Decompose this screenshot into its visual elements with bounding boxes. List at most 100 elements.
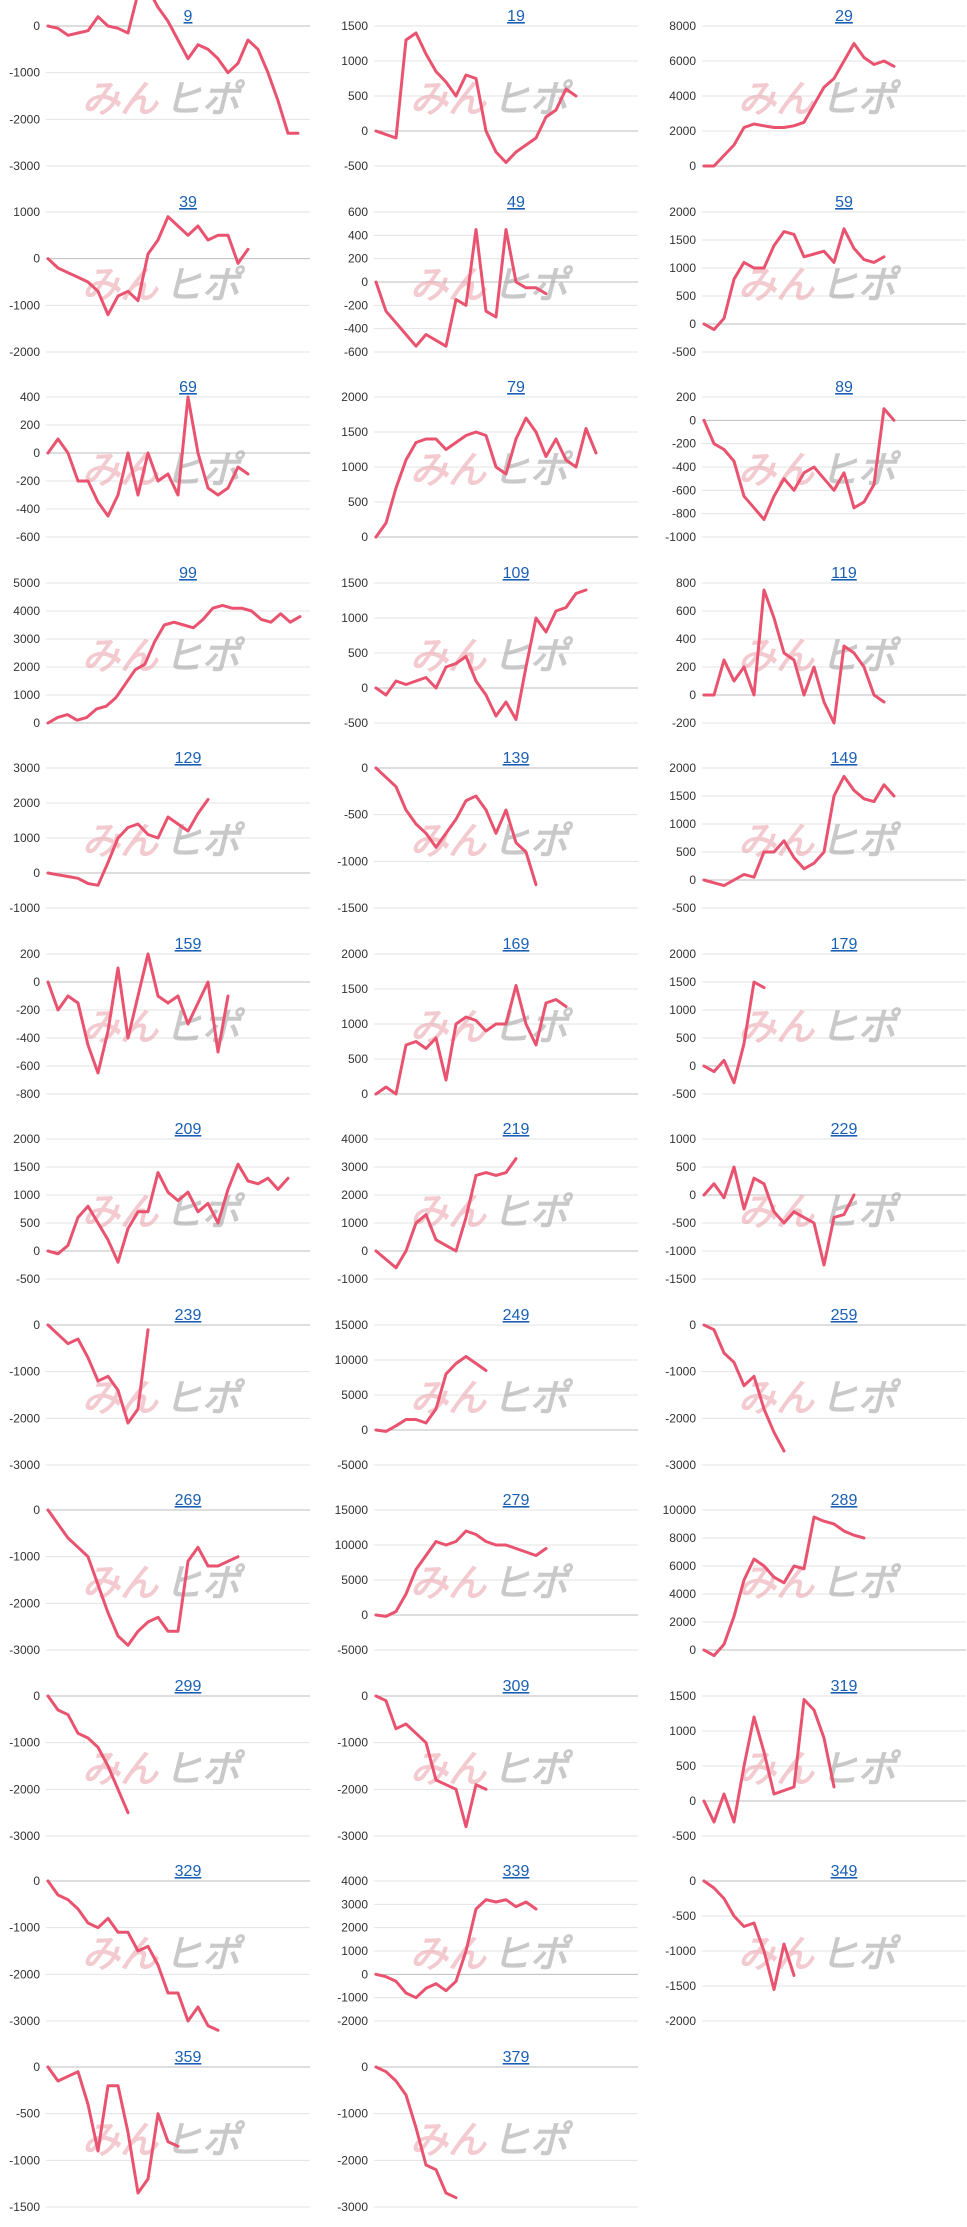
- y-tick-label: 0: [689, 1874, 696, 1888]
- y-tick-label: 0: [361, 681, 368, 695]
- y-tick-label: -1000: [665, 1944, 696, 1958]
- chart-title-link[interactable]: 129: [175, 750, 202, 767]
- y-tick-label: 1000: [669, 817, 696, 831]
- y-tick-label: 500: [348, 646, 368, 660]
- y-tick-label: 5000: [13, 576, 40, 590]
- y-tick-label: 200: [676, 390, 696, 404]
- y-tick-label: 200: [348, 251, 368, 265]
- chart-title-link[interactable]: 39: [179, 194, 197, 211]
- chart-title-link[interactable]: 319: [831, 1678, 858, 1695]
- y-tick-label: 0: [33, 446, 40, 460]
- y-tick-label: 500: [676, 1031, 696, 1045]
- y-tick-label: 500: [676, 845, 696, 859]
- y-tick-label: 6000: [669, 54, 696, 68]
- chart-title-link[interactable]: 249: [503, 1307, 530, 1324]
- y-tick-label: 0: [689, 688, 696, 702]
- y-tick-label: -1500: [337, 901, 368, 915]
- chart-title-link[interactable]: 139: [503, 750, 530, 767]
- chart-title-link[interactable]: 99: [179, 565, 197, 582]
- y-tick-label: 2000: [341, 1921, 368, 1935]
- watermark-logo: みん: [82, 265, 159, 307]
- series-line: [374, 1157, 518, 1270]
- line-chart: 159 200 0 -200 -400 -600 -800 みん ヒポ: [16, 936, 310, 1101]
- series-line: [702, 980, 766, 1084]
- chart-title-link[interactable]: 29: [835, 8, 853, 25]
- chart-title-link[interactable]: 59: [835, 194, 853, 211]
- chart-title-link[interactable]: 289: [831, 1492, 858, 1509]
- y-tick-label: -5000: [337, 1458, 368, 1472]
- chart-panel-169: 169 2000 1500 1000 500 0 みん ヒポ: [328, 928, 650, 1113]
- chart-title-link[interactable]: 339: [503, 1863, 530, 1880]
- chart-title-link[interactable]: 229: [831, 1121, 858, 1138]
- chart-title-link[interactable]: 299: [175, 1678, 202, 1695]
- chart-panel-139: 139 0 -500 -1000 -1500 みん ヒポ: [328, 742, 650, 927]
- chart-title-link[interactable]: 89: [835, 379, 853, 396]
- chart-panel-259: 259 0 -1000 -2000 -3000 みん ヒポ: [656, 1299, 967, 1484]
- y-tick-label: -5000: [337, 1643, 368, 1657]
- y-tick-label: -1000: [9, 1550, 40, 1564]
- chart-title-link[interactable]: 159: [175, 936, 202, 953]
- y-tick-label: -1500: [665, 1979, 696, 1993]
- y-tick-label: -500: [672, 901, 696, 915]
- chart-title-link[interactable]: 219: [503, 1121, 530, 1138]
- y-tick-label: -500: [16, 1272, 40, 1286]
- watermark-logo: ヒポ: [164, 1749, 246, 1791]
- y-tick-label: 0: [361, 530, 368, 544]
- chart-title-link[interactable]: 9: [184, 8, 193, 25]
- chart-title-link[interactable]: 79: [507, 379, 525, 396]
- y-tick-label: 1500: [13, 1160, 40, 1174]
- chart-title-link[interactable]: 69: [179, 379, 197, 396]
- watermark-logo: ヒポ: [492, 636, 574, 678]
- y-tick-label: 4000: [13, 604, 40, 618]
- y-tick-label: 500: [20, 1216, 40, 1230]
- chart-title-link[interactable]: 149: [831, 750, 858, 767]
- watermark-logo: ヒポ: [492, 821, 574, 863]
- y-tick-label: -1000: [337, 1991, 368, 2005]
- chart-title-link[interactable]: 309: [503, 1678, 530, 1695]
- y-tick-label: -400: [16, 502, 40, 516]
- y-tick-label: 500: [348, 1052, 368, 1066]
- chart-title-link[interactable]: 49: [507, 194, 525, 211]
- y-tick-label: 1000: [13, 1188, 40, 1202]
- chart-title-link[interactable]: 359: [175, 2049, 202, 2066]
- chart-title-link[interactable]: 279: [503, 1492, 530, 1509]
- y-tick-label: 1000: [341, 54, 368, 68]
- chart-title-link[interactable]: 19: [507, 8, 525, 25]
- chart-panel-19: 19 1500 1000 500 0 -500 みん ヒポ: [328, 0, 650, 185]
- watermark-logo: ヒポ: [164, 450, 246, 492]
- line-chart: 299 0 -1000 -2000 -3000 みん ヒポ: [9, 1678, 310, 1843]
- y-tick-label: 8000: [669, 19, 696, 33]
- y-tick-label: 0: [33, 716, 40, 730]
- chart-title-link[interactable]: 379: [503, 2049, 530, 2066]
- chart-panel-359: 359 0 -500 -1000 -1500 みん ヒポ: [0, 2041, 322, 2226]
- chart-panel-299: 299 0 -1000 -2000 -3000 みん ヒポ: [0, 1670, 322, 1855]
- chart-panel-289: 289 10000 8000 6000 4000 2000 0 みん ヒポ: [656, 1484, 967, 1669]
- chart-panel-69: 69 400 200 0 -200 -400 -600 みん ヒポ: [0, 371, 322, 556]
- series-line: [46, 952, 230, 1074]
- y-tick-label: 0: [33, 1244, 40, 1258]
- chart-title-link[interactable]: 349: [831, 1863, 858, 1880]
- chart-title-link[interactable]: 239: [175, 1307, 202, 1324]
- y-tick-label: -2000: [337, 2014, 368, 2028]
- y-tick-label: 0: [689, 1059, 696, 1073]
- watermark-logo: ヒポ: [492, 265, 574, 307]
- chart-title-link[interactable]: 109: [503, 565, 530, 582]
- chart-title-link[interactable]: 209: [175, 1121, 202, 1138]
- chart-title-link[interactable]: 259: [831, 1307, 858, 1324]
- chart-title-link[interactable]: 169: [503, 936, 530, 953]
- series-line: [46, 0, 300, 135]
- series-line: [702, 1165, 856, 1267]
- y-tick-label: 500: [676, 289, 696, 303]
- y-tick-label: -3000: [337, 1829, 368, 1843]
- y-tick-label: -200: [672, 716, 696, 730]
- chart-panel-329: 329 0 -1000 -2000 -3000 みん ヒポ: [0, 1855, 322, 2040]
- line-chart: 89 200 0 -200 -400 -600 -800 -1000 みん ヒポ: [665, 379, 966, 544]
- y-tick-label: -3000: [9, 1458, 40, 1472]
- y-tick-label: -1000: [337, 1735, 368, 1749]
- chart-title-link[interactable]: 119: [831, 565, 857, 582]
- chart-title-link[interactable]: 269: [175, 1492, 202, 1509]
- chart-title-link[interactable]: 179: [831, 936, 858, 953]
- chart-title-link[interactable]: 329: [175, 1863, 202, 1880]
- y-tick-label: -600: [16, 530, 40, 544]
- series-line: [46, 603, 302, 724]
